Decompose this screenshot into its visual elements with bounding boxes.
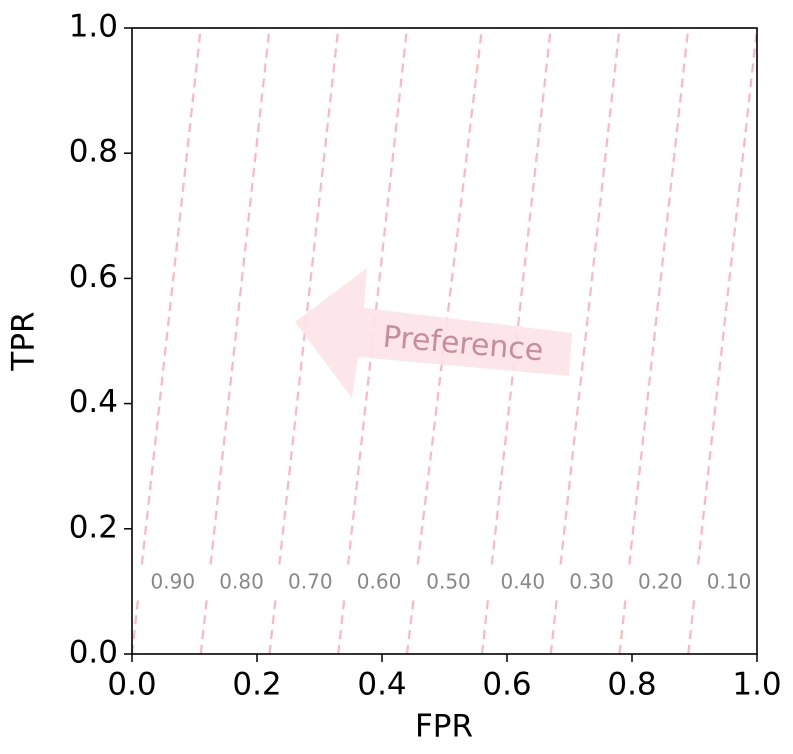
x-tick-label: 0.0 — [107, 667, 156, 703]
plot-frame — [131, 27, 758, 655]
label-background — [271, 566, 338, 600]
iso-line — [199, 27, 271, 655]
label-background — [621, 566, 688, 600]
line-label: 0.40 — [501, 570, 546, 594]
line-labels: 0.90 0.80 0.70 0.60 0.50 0.40 0.30 0.20 0.10 — [133, 566, 757, 600]
y-tick-label: 0.4 — [69, 384, 118, 420]
line-label: 0.60 — [357, 570, 402, 594]
line-label: 0.90 — [151, 570, 196, 594]
label-background — [340, 566, 407, 600]
line-label: 0.70 — [288, 570, 333, 594]
x-tick-label: 0.6 — [482, 667, 531, 703]
y-tick-label: 1.0 — [69, 9, 118, 45]
label-background — [483, 566, 550, 600]
label-background — [409, 566, 476, 600]
label-background — [133, 566, 200, 600]
y-tick-label: 0.8 — [69, 134, 118, 170]
line-label: 0.80 — [219, 570, 264, 594]
y-tick-label: 0.2 — [69, 509, 118, 545]
x-tick-label: 0.4 — [357, 667, 406, 703]
y-tick-label: 0.6 — [69, 259, 118, 295]
x-tick-label: 0.8 — [607, 667, 656, 703]
x-axis-label: FPR — [415, 709, 473, 745]
iso-line — [130, 27, 202, 655]
preference-arrow — [295, 268, 572, 398]
y-axis-label: TPR — [6, 311, 42, 371]
line-label: 0.20 — [638, 570, 683, 594]
label-background — [552, 566, 619, 600]
y-tick-label: 0.0 — [69, 635, 118, 671]
line-label: 0.50 — [426, 570, 471, 594]
label-background — [202, 566, 269, 600]
label-background — [690, 566, 757, 600]
x-tick-label: 1.0 — [732, 667, 781, 703]
iso-line — [687, 27, 759, 655]
line-label: 0.30 — [569, 570, 614, 594]
iso-line — [618, 27, 690, 655]
line-label: 0.10 — [707, 570, 752, 594]
x-tick-label: 0.2 — [232, 667, 281, 703]
